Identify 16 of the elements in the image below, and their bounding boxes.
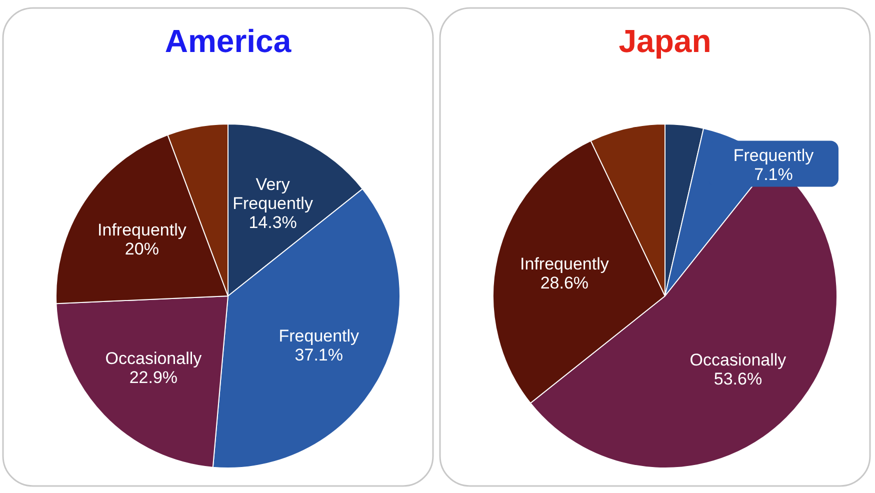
data-label: 14.3% <box>248 213 297 232</box>
slice-label: Frequently <box>733 146 814 165</box>
data-label: 20% <box>124 240 159 259</box>
slice-label: Occasionally <box>690 350 787 370</box>
chart-title: Japan <box>618 23 712 59</box>
slice-label: Occasionally <box>105 348 202 368</box>
data-label: 53.6% <box>714 369 762 388</box>
data-label: 37.1% <box>294 345 343 364</box>
slice-label: Infrequently <box>520 254 610 274</box>
slice-label: Frequently <box>278 326 360 346</box>
data-label: 7.1% <box>754 164 793 184</box>
data-label: 22.9% <box>129 368 178 387</box>
slice-label: Very Frequently <box>232 175 314 214</box>
chart-title: America <box>164 23 292 59</box>
slice-label: Infrequently <box>98 220 187 240</box>
data-label: 28.6% <box>540 273 589 292</box>
